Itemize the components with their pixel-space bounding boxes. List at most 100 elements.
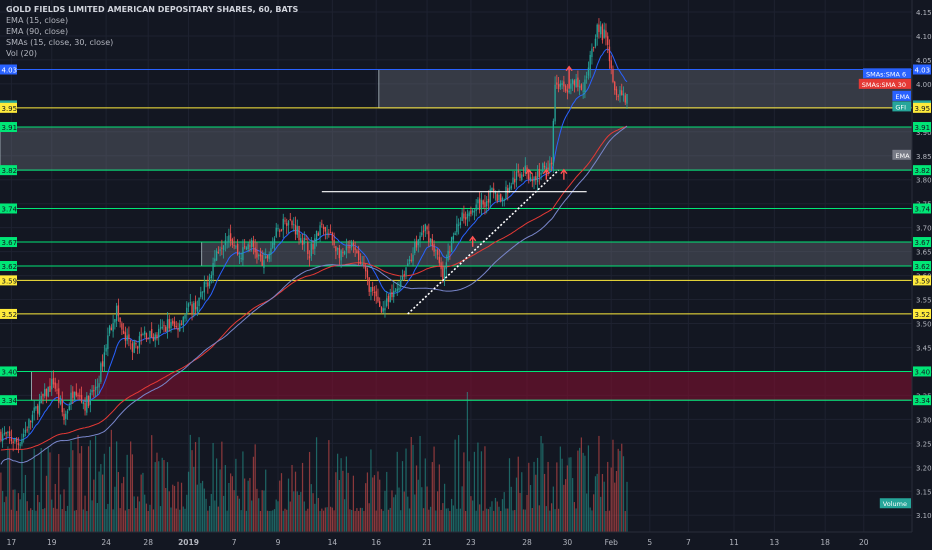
volume-bar <box>310 484 312 532</box>
candle <box>189 293 191 306</box>
volume-bar <box>277 501 279 532</box>
legend-ema15[interactable]: EMA (15, close) <box>6 16 69 25</box>
candle <box>524 157 526 176</box>
candle <box>550 157 553 172</box>
volume-bar <box>156 452 158 532</box>
volume-bar <box>535 474 537 532</box>
volume-bar <box>531 508 533 532</box>
candle <box>540 169 542 181</box>
candle <box>182 315 184 333</box>
candle <box>117 298 120 322</box>
candle <box>144 326 146 338</box>
price-zone[interactable] <box>378 69 913 109</box>
volume-bar <box>322 510 325 532</box>
price-tick-label: 4.10 <box>916 33 932 41</box>
candle <box>440 257 442 277</box>
volume-bar <box>75 510 77 532</box>
svg-text:3.67: 3.67 <box>915 239 931 247</box>
candle <box>442 261 444 283</box>
candle <box>152 333 155 342</box>
candle <box>626 93 628 109</box>
legend-smas[interactable]: SMAs (15, close, 30, close) <box>6 38 114 47</box>
volume-bar <box>307 508 309 532</box>
candle <box>301 233 304 250</box>
candle <box>615 86 618 101</box>
volume-bar <box>372 477 374 532</box>
candle <box>503 198 505 207</box>
indicator-badge: EMA <box>892 90 911 101</box>
volume-bar <box>505 508 507 532</box>
candle <box>582 82 584 99</box>
volume-bar <box>614 482 616 532</box>
trendline[interactable] <box>407 169 560 315</box>
candle <box>35 406 37 411</box>
svg-text:4.03: 4.03 <box>2 66 18 74</box>
candle <box>394 288 397 292</box>
candle <box>251 237 253 252</box>
candle <box>279 228 281 238</box>
volume-bar <box>503 492 505 532</box>
volume-bar <box>566 465 568 532</box>
volume-bar <box>526 494 528 532</box>
svg-text:3.91: 3.91 <box>2 124 18 132</box>
candle <box>231 237 234 248</box>
candle <box>350 239 353 251</box>
volume-bar <box>165 487 167 532</box>
candle <box>396 281 398 296</box>
price-tick-label: 3.55 <box>916 297 932 305</box>
candle <box>236 239 239 256</box>
volume-bar <box>280 473 283 532</box>
time-axis[interactable]: 17 19 24 28 2019 7 9 14 16 21 23 28 30 Feb 5 7 11 13 18 20 <box>0 531 912 550</box>
volume-bar <box>554 509 556 532</box>
candle <box>489 185 491 209</box>
volume-bar <box>7 446 9 532</box>
legend-symbol-title: GOLD FIELDS LIMITED AMERICAN DEPOSITARY … <box>6 5 299 14</box>
legend-volume[interactable]: Vol (20) <box>6 49 37 58</box>
candle <box>391 284 393 301</box>
volume-bar <box>556 462 558 532</box>
candle <box>217 246 220 254</box>
candle <box>45 388 48 404</box>
volume-bar <box>133 496 135 532</box>
svg-text:3.62: 3.62 <box>2 263 18 271</box>
legend-ema90[interactable]: EMA (90, close) <box>6 27 69 36</box>
axis-price-tag: 3.82 <box>913 165 931 176</box>
volume-bar <box>452 505 454 532</box>
volume-bar <box>480 451 483 532</box>
volume-bar <box>28 510 30 532</box>
candle <box>40 391 42 404</box>
candle <box>58 379 60 409</box>
time-tick-label: 21 <box>422 538 432 547</box>
volume-bar <box>461 486 463 532</box>
volume-bar <box>147 510 149 532</box>
price-zone[interactable] <box>31 371 913 401</box>
volume-bar <box>540 436 542 532</box>
volume-bar <box>363 510 365 532</box>
candle <box>398 280 400 293</box>
volume-bar <box>612 439 614 532</box>
volume-bar <box>179 509 181 532</box>
volume-bar <box>421 487 423 532</box>
svg-text:GFI: GFI <box>895 103 906 111</box>
volume-bar <box>407 496 409 532</box>
volume-bar <box>201 480 204 532</box>
volume-bar <box>354 511 356 532</box>
candle <box>275 222 277 239</box>
volume-bar <box>31 510 34 532</box>
candle <box>245 246 248 251</box>
candle <box>0 429 2 443</box>
volume-bar <box>456 508 458 532</box>
candle <box>457 218 460 235</box>
price-zone[interactable] <box>0 126 913 171</box>
candle <box>575 73 577 88</box>
candle <box>303 231 305 252</box>
candle <box>533 175 535 190</box>
left-price-tag: 3.40 <box>0 366 17 377</box>
candle <box>426 225 428 235</box>
volume-bar <box>270 510 272 532</box>
volume-bar <box>235 458 237 532</box>
volume-bar <box>207 510 209 532</box>
candle <box>571 78 574 91</box>
